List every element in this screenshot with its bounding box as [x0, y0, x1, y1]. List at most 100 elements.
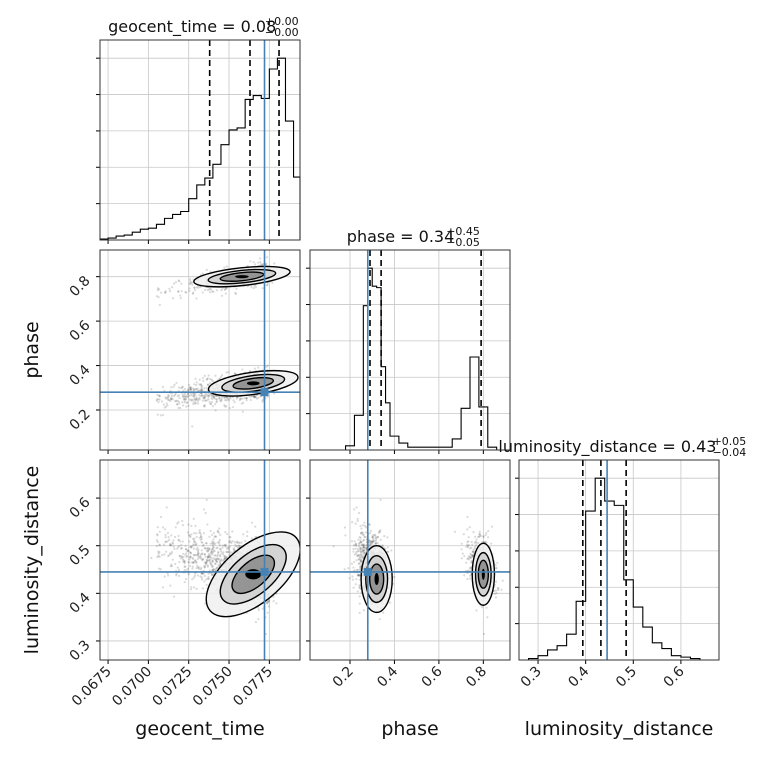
sample-point — [200, 387, 203, 390]
sample-point — [164, 540, 167, 543]
sample-point — [370, 540, 373, 543]
sample-point — [361, 555, 364, 559]
sample-point — [368, 545, 372, 548]
sample-point — [206, 394, 209, 397]
sample-point — [257, 608, 260, 612]
sample-point — [156, 413, 159, 416]
x-tick-label-geocent_time: 0.0725 — [150, 664, 196, 710]
sample-point — [356, 554, 360, 557]
sample-point — [164, 396, 167, 399]
sample-point — [209, 563, 213, 566]
sample-point — [363, 551, 366, 555]
sample-point — [213, 397, 216, 400]
sample-point — [359, 566, 362, 569]
sample-point — [193, 543, 196, 546]
sample-point — [500, 588, 503, 591]
sample-point — [206, 555, 209, 559]
x-tick-label-phase: 0.2 — [330, 664, 357, 691]
sample-point — [388, 601, 392, 604]
sample-point — [202, 404, 206, 407]
sample-point — [170, 552, 173, 555]
sample-point — [228, 551, 231, 554]
sample-point — [188, 289, 191, 292]
sample-point — [171, 550, 174, 554]
sample-point — [175, 399, 178, 402]
sample-point — [173, 535, 177, 539]
sample-point — [223, 557, 226, 561]
sample-point — [176, 403, 179, 406]
sample-point — [358, 573, 362, 577]
sample-point — [194, 402, 198, 405]
sample-point — [218, 559, 221, 562]
sample-point — [495, 592, 498, 595]
sample-point — [164, 536, 167, 539]
sample-point — [355, 559, 358, 562]
sample-point — [166, 396, 169, 399]
sample-point — [193, 554, 196, 557]
sample-point — [168, 538, 171, 541]
sample-point — [222, 396, 226, 399]
sample-point — [185, 552, 188, 555]
sample-point — [357, 562, 360, 566]
sample-point — [192, 291, 195, 294]
sample-point — [222, 551, 225, 554]
sample-point — [191, 425, 194, 428]
sample-point — [206, 565, 209, 568]
sample-point — [170, 544, 173, 547]
sample-point — [218, 544, 222, 547]
sample-point — [460, 557, 463, 560]
sample-point — [208, 382, 212, 385]
sample-point — [207, 548, 210, 552]
sample-point — [171, 558, 174, 561]
sample-point — [205, 583, 208, 586]
sample-point — [184, 553, 187, 557]
sample-point — [275, 602, 278, 605]
sample-point — [174, 562, 177, 566]
sample-point — [192, 576, 196, 579]
sample-point — [207, 575, 210, 579]
sample-point — [210, 533, 214, 537]
sample-point — [362, 546, 366, 549]
sample-point — [193, 288, 197, 291]
sample-point — [212, 395, 215, 398]
sample-point — [209, 402, 213, 405]
sample-point — [179, 297, 182, 300]
sample-point — [209, 393, 213, 396]
sample-point — [157, 400, 160, 404]
sample-point — [210, 394, 213, 397]
sample-point — [231, 405, 234, 409]
sample-point — [352, 547, 355, 551]
sample-point — [471, 555, 474, 558]
sample-point — [193, 286, 196, 289]
sample-point — [360, 547, 363, 550]
sample-point — [266, 601, 269, 604]
sample-point — [201, 399, 204, 402]
sample-point — [214, 535, 218, 538]
sample-point — [193, 572, 197, 575]
x-tick-label-geocent_time: 0.0750 — [190, 664, 236, 710]
sample-point — [348, 577, 351, 580]
sample-point — [196, 554, 200, 557]
sample-point — [234, 545, 237, 548]
sample-point — [211, 544, 214, 547]
sample-point — [229, 540, 232, 544]
sample-point — [351, 521, 354, 524]
sample-point — [181, 393, 184, 397]
sample-point — [220, 559, 223, 562]
sample-point — [197, 565, 200, 569]
sample-point — [196, 552, 200, 556]
sample-point — [204, 555, 207, 558]
sample-point — [157, 296, 160, 299]
sample-point — [364, 531, 368, 534]
sample-point — [228, 536, 231, 539]
sample-point — [193, 537, 196, 540]
sample-point — [175, 574, 178, 577]
sample-point — [501, 579, 504, 582]
sample-point — [178, 554, 181, 557]
sample-point — [466, 528, 469, 531]
title-phase: phase = 0.34 — [347, 227, 454, 246]
sample-point — [203, 394, 207, 397]
sample-point — [186, 554, 189, 558]
sample-point — [155, 398, 159, 401]
sample-point — [358, 536, 361, 539]
